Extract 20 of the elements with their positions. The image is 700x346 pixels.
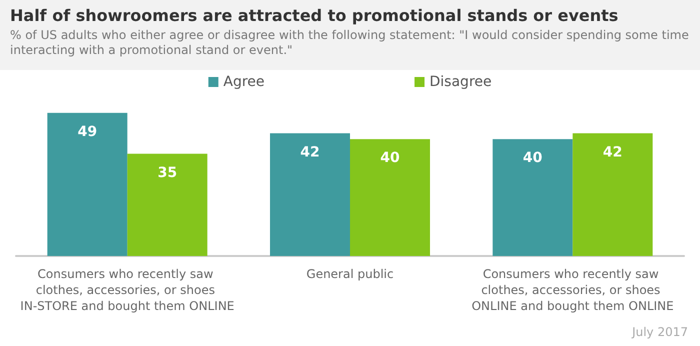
- bar: [492, 139, 573, 256]
- data-label: 42: [300, 144, 320, 160]
- bar: [47, 112, 128, 256]
- data-label: 40: [380, 150, 400, 166]
- bar: [127, 154, 208, 256]
- bar: [350, 139, 430, 256]
- chart-subtitle: % of US adults who either agree or disagree with the following statement: "I would consider spending some time interacting with a promotional stand or event.": [10, 28, 690, 58]
- legend-label: Agree: [223, 74, 265, 90]
- x-tick-label: General public: [306, 267, 394, 281]
- text: July 2017: [631, 325, 688, 339]
- bar: [270, 133, 350, 256]
- data-label: 40: [522, 150, 543, 166]
- data-label: 35: [158, 164, 178, 181]
- data-label: 42: [602, 144, 622, 160]
- legend-label: Disagree: [430, 74, 492, 90]
- x-tick-label: Consumers who recently saw clothes, accessories, or shoes IN-STORE and bought them ONLINE: [20, 267, 234, 313]
- data-label: 49: [78, 124, 98, 140]
- bar: [572, 133, 653, 256]
- x-tick-label: Consumers who recently saw clothes, accessories, or shoes ONLINE and bought them ONLINE: [472, 267, 674, 313]
- chart-title: Half of showroomers are attracted to promotional stands or events: [10, 6, 620, 25]
